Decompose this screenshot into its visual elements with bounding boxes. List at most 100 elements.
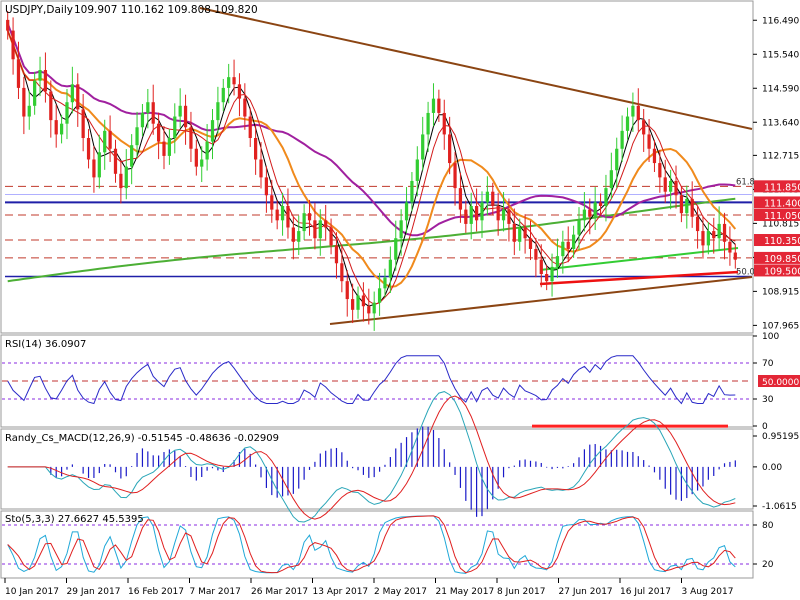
bearish-candle xyxy=(254,138,258,160)
bullish-candle xyxy=(297,231,301,242)
bullish-candle xyxy=(469,206,473,224)
bearish-candle xyxy=(351,299,355,310)
bearish-candle xyxy=(313,220,317,239)
bullish-candle xyxy=(717,223,721,239)
rsi-tick-label: 0 xyxy=(762,422,768,432)
price-tick-label: 112.715 xyxy=(762,151,799,161)
bullish-candle xyxy=(200,159,204,167)
bullish-candle xyxy=(205,141,209,160)
bearish-candle xyxy=(345,281,349,300)
macd-main-line xyxy=(7,391,736,523)
bearish-candle xyxy=(259,159,263,178)
bullish-candle xyxy=(485,191,489,203)
bearish-candle xyxy=(361,295,366,307)
time-tick-label: 29 Jan 2017 xyxy=(67,587,121,597)
bullish-candle xyxy=(394,238,398,260)
bearish-candle xyxy=(722,223,727,242)
time-tick-label: 16 Feb 2017 xyxy=(128,587,184,597)
bearish-candle xyxy=(76,84,80,110)
bearish-candle xyxy=(237,84,242,99)
price-tag xyxy=(754,180,800,193)
bearish-candle xyxy=(6,19,10,31)
price-tag xyxy=(754,196,800,209)
bullish-candle xyxy=(582,209,587,221)
bearish-candle xyxy=(307,213,312,221)
bearish-candle xyxy=(566,241,570,249)
descending-trendline xyxy=(199,7,753,130)
bullish-candle xyxy=(706,231,710,246)
bearish-candle xyxy=(151,102,155,124)
time-tick-label: 10 Jan 2017 xyxy=(5,587,59,597)
bullish-candle xyxy=(685,198,689,214)
price-tick-label: 107.965 xyxy=(762,321,799,331)
bearish-candle xyxy=(113,148,118,174)
bearish-candle xyxy=(243,98,247,117)
bearish-candle xyxy=(712,231,716,239)
rsi-tick-label: 70 xyxy=(762,359,774,369)
bearish-candle xyxy=(340,263,344,282)
bearish-candle xyxy=(507,209,511,224)
price-tag xyxy=(754,251,800,264)
fib-level-label: 61.8 xyxy=(736,177,755,187)
bullish-candle xyxy=(609,170,613,189)
sto-tick-label: 20 xyxy=(762,560,774,570)
bearish-candle xyxy=(54,120,58,135)
price-tag xyxy=(754,234,800,247)
bullish-candle xyxy=(356,295,360,310)
time-tick-label: 27 Jun 2017 xyxy=(559,587,613,597)
macd-tick-label: 0.00 xyxy=(762,463,782,473)
bearish-candle xyxy=(674,180,678,196)
bullish-candle xyxy=(167,138,172,156)
macd-tick-label: 0.95195 xyxy=(762,432,799,442)
bearish-candle xyxy=(334,245,339,264)
bullish-candle xyxy=(140,112,145,128)
bearish-candle xyxy=(512,223,516,242)
bearish-candle xyxy=(598,202,603,207)
bearish-candle xyxy=(442,112,446,135)
bearish-candle xyxy=(464,209,468,224)
time-tick-label: 13 Apr 2017 xyxy=(313,587,369,597)
bullish-candle xyxy=(97,152,101,178)
bullish-candle xyxy=(421,134,425,160)
price-tick-label: 114.590 xyxy=(762,84,799,94)
bullish-candle xyxy=(399,220,403,239)
bearish-candle xyxy=(108,130,112,149)
bullish-candle xyxy=(669,180,673,192)
bullish-candle xyxy=(404,202,409,221)
time-tick-label: 21 May 2017 xyxy=(436,587,495,597)
bullish-candle xyxy=(577,220,581,235)
bearish-candle xyxy=(663,177,667,192)
macd-title: Randy_Cs_MACD(12,26,9) -0.51545 -0.48636… xyxy=(5,433,279,444)
bearish-candle xyxy=(523,227,527,239)
bearish-candle xyxy=(539,259,543,275)
bearish-candle xyxy=(248,116,252,139)
price-axis: 116.490115.540114.590113.640112.715111.7… xyxy=(753,16,799,331)
bearish-candle xyxy=(119,173,123,189)
symbol-title: USDJPY,Daily xyxy=(5,4,73,16)
bearish-candle xyxy=(270,195,274,210)
time-tick-label: 2 May 2017 xyxy=(374,587,427,597)
bullish-candle xyxy=(27,105,31,117)
bearish-candle xyxy=(528,238,533,249)
sto-signal-line xyxy=(7,515,736,574)
bullish-candle xyxy=(65,102,69,124)
price-tick-label: 115.540 xyxy=(762,50,799,60)
macd-tick-label: -1.0615 xyxy=(762,502,797,512)
bearish-candle xyxy=(636,105,640,121)
bearish-candle xyxy=(183,105,188,128)
bearish-candle xyxy=(16,59,21,88)
time-tick-label: 7 Mar 2017 xyxy=(190,587,241,597)
bearish-candle xyxy=(701,231,705,246)
moving-averages xyxy=(6,23,737,307)
bearish-candle xyxy=(329,227,333,246)
bearish-candle xyxy=(588,209,592,217)
bullish-candle xyxy=(135,127,139,146)
bearish-candle xyxy=(92,159,96,178)
bullish-candle xyxy=(70,84,74,103)
sto-tick-label: 80 xyxy=(762,521,774,531)
rsi-title: RSI(14) 36.0907 xyxy=(5,339,86,350)
bearish-candle xyxy=(11,30,15,60)
ma-fast-red-line xyxy=(7,30,736,305)
bullish-candle xyxy=(383,277,387,289)
